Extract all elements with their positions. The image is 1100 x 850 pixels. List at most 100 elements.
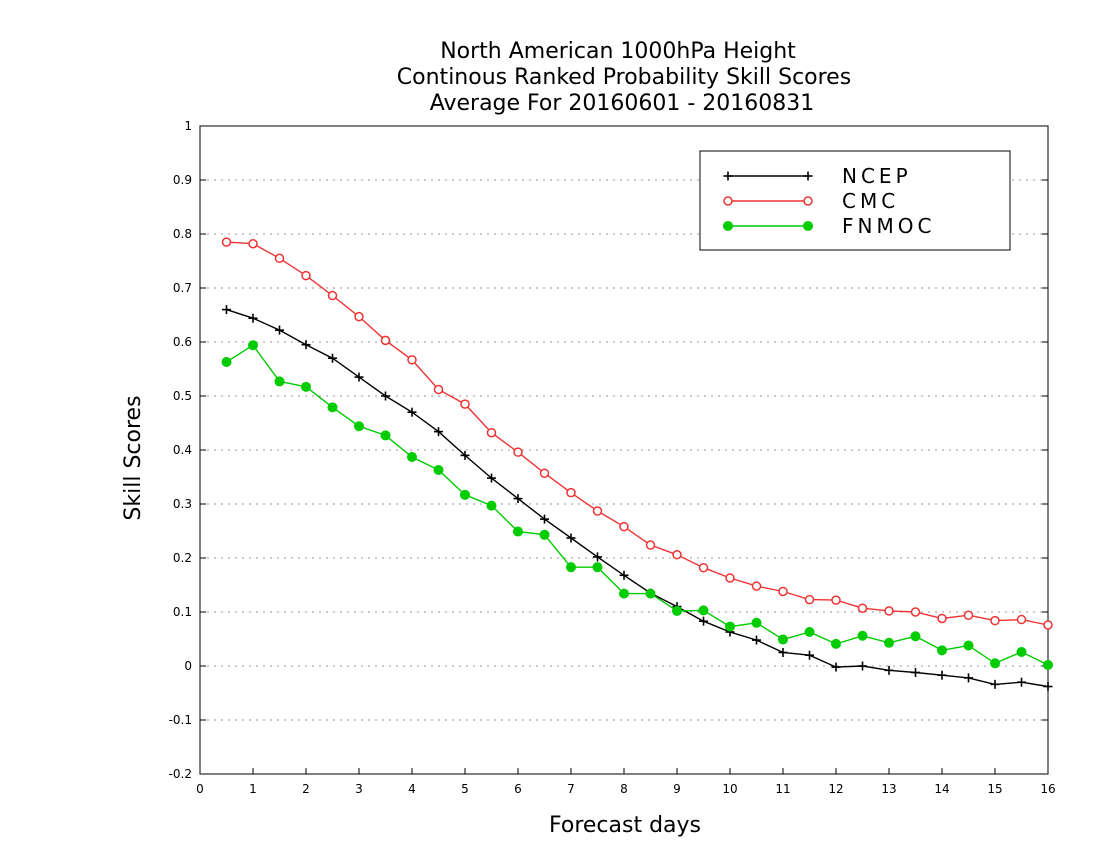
data-point-fnmoc <box>937 645 947 656</box>
data-point-fnmoc <box>407 452 417 463</box>
data-point-fnmoc <box>725 621 735 632</box>
legend-marker <box>723 221 733 231</box>
x-tick-label: 7 <box>567 782 575 796</box>
data-point-ncep <box>434 427 443 437</box>
data-point-ncep <box>778 648 788 657</box>
data-point-ncep <box>1017 677 1026 687</box>
data-point-ncep <box>222 305 231 315</box>
x-tick-label: 9 <box>673 782 681 796</box>
data-point-ncep <box>1043 682 1053 692</box>
data-point-fnmoc <box>221 356 232 367</box>
x-axis-title: Forecast days <box>549 813 701 838</box>
data-point-fnmoc <box>274 376 285 387</box>
y-tick-label: 0.8 <box>173 227 192 241</box>
y-tick-label: 0.9 <box>173 173 192 187</box>
series-cmc <box>221 237 1053 630</box>
data-point-cmc <box>1016 614 1027 625</box>
data-point-cmc <box>751 581 762 591</box>
data-point-cmc <box>433 384 444 395</box>
x-tick-label: 14 <box>934 782 949 796</box>
data-point-cmc <box>301 270 311 281</box>
y-tick-label: 0.4 <box>173 443 192 457</box>
data-point-ncep <box>566 533 576 543</box>
data-point-ncep <box>831 662 841 672</box>
x-tick-label: 11 <box>775 782 790 796</box>
series-line-ncep <box>226 308 1049 688</box>
series-line-cmc <box>226 241 1049 626</box>
data-point-fnmoc <box>804 626 815 637</box>
data-point-fnmoc <box>672 605 682 616</box>
data-point-cmc <box>778 586 788 597</box>
gridlines <box>200 179 1048 721</box>
data-point-cmc <box>380 335 391 346</box>
data-point-ncep <box>858 661 867 671</box>
data-point-ncep <box>381 391 390 401</box>
x-tick-label: 6 <box>514 782 522 796</box>
data-point-fnmoc <box>592 562 603 573</box>
legend-marker <box>723 171 733 181</box>
legend-entry-cmc: CMC <box>723 189 895 213</box>
legend-label-ncep: NCEP <box>842 164 912 188</box>
data-point-cmc <box>221 237 232 247</box>
data-point-cmc <box>1043 620 1053 630</box>
legend-marker <box>803 171 813 181</box>
legend-marker <box>803 196 813 206</box>
legend-marker <box>803 221 813 231</box>
data-point-cmc <box>804 594 815 605</box>
data-point-fnmoc <box>831 638 841 649</box>
x-tick-label: 8 <box>620 782 628 796</box>
data-point-fnmoc <box>1043 659 1053 670</box>
y-tick-label: 0.2 <box>173 551 192 565</box>
chart-title: North American 1000hPa Height Continous … <box>397 39 851 116</box>
x-tick-label: 1 <box>249 782 257 796</box>
data-point-cmc <box>963 610 974 620</box>
data-point-cmc <box>486 427 497 438</box>
data-point-fnmoc <box>698 605 709 616</box>
data-point-cmc <box>884 606 894 616</box>
data-point-cmc <box>539 468 550 478</box>
data-point-ncep <box>487 473 496 483</box>
x-tick-label: 0 <box>196 782 204 796</box>
y-axis: -0.2 -0.1 0 0.1 0.2 0.3 0.4 0.5 0.6 0.7 0.8 0.9 1 <box>169 119 1048 781</box>
data-point-fnmoc <box>248 340 258 351</box>
data-point-fnmoc <box>910 631 921 642</box>
x-axis: 0 1 2 3 4 5 6 7 8 9 10 11 12 13 14 15 16 <box>196 768 1056 796</box>
data-point-fnmoc <box>963 640 974 651</box>
y-tick-label: 0.5 <box>173 389 192 403</box>
x-tick-label: 3 <box>355 782 363 796</box>
data-point-ncep <box>805 650 814 660</box>
y-tick-label: 1 <box>184 119 192 133</box>
data-point-fnmoc <box>619 588 629 599</box>
data-point-fnmoc <box>539 529 550 540</box>
data-point-ncep <box>593 552 602 562</box>
data-point-fnmoc <box>857 630 868 641</box>
data-point-ncep <box>460 450 470 460</box>
data-point-cmc <box>645 540 656 550</box>
data-point-cmc <box>354 311 364 322</box>
y-tick-label: 0.1 <box>173 605 192 619</box>
data-point-ncep <box>990 679 1000 689</box>
x-tick-label: 4 <box>408 782 416 796</box>
series-fnmoc <box>221 340 1053 670</box>
data-point-cmc <box>460 399 470 409</box>
data-point-cmc <box>831 595 841 605</box>
title-line-1: North American 1000hPa Height <box>440 39 796 64</box>
series-layer <box>221 237 1053 692</box>
data-point-ncep <box>619 570 629 580</box>
data-point-ncep <box>301 340 311 350</box>
data-point-cmc <box>274 253 285 264</box>
y-axis-title: Skill Scores <box>121 395 146 520</box>
data-point-fnmoc <box>513 526 523 537</box>
data-point-cmc <box>672 550 682 560</box>
data-point-fnmoc <box>751 617 762 628</box>
y-tick-label: 0.7 <box>173 281 192 295</box>
data-point-cmc <box>990 615 1000 626</box>
data-point-fnmoc <box>460 489 470 500</box>
title-line-2: Continous Ranked Probability Skill Score… <box>397 65 851 90</box>
data-point-cmc <box>619 521 629 532</box>
y-tick-label: 0.6 <box>173 335 192 349</box>
x-tick-label: 10 <box>722 782 737 796</box>
legend-label-fnmoc: FNMOC <box>842 214 935 238</box>
series-ncep <box>222 305 1053 692</box>
data-point-cmc <box>857 603 868 613</box>
